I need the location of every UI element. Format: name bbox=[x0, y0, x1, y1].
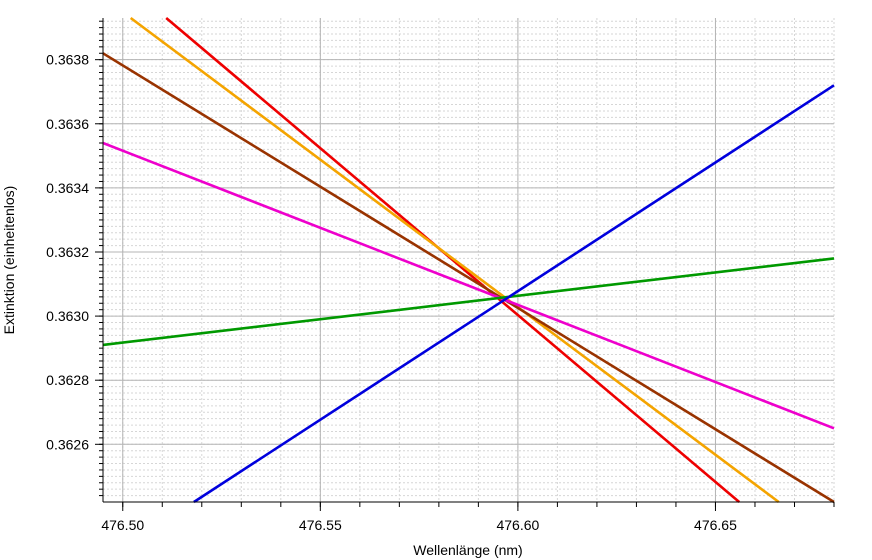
y-tick-labels: 0.3626 0.3628 0.3630 0.3632 0.3634 0.3636 0.36… bbox=[46, 52, 89, 453]
y-tick-label: 0.3632 bbox=[46, 244, 89, 260]
series-line-3 bbox=[102, 52, 835, 504]
y-tick-label: 0.3630 bbox=[46, 308, 89, 324]
y-axis-title: Extinktion (einheitenlos) bbox=[1, 186, 17, 335]
axis-ticks bbox=[95, 20, 835, 511]
y-tick-label: 0.3628 bbox=[46, 372, 89, 388]
x-axis-title: Wellenlänge (nm) bbox=[413, 542, 522, 558]
x-tick-label: 476.50 bbox=[101, 517, 144, 533]
y-tick-label: 0.3634 bbox=[46, 180, 89, 196]
plot-background bbox=[103, 18, 834, 502]
series-line-6 bbox=[193, 84, 835, 504]
y-tick-label: 0.3626 bbox=[46, 436, 89, 452]
y-tick-label: 0.3636 bbox=[46, 116, 89, 132]
series-line-5 bbox=[102, 257, 835, 347]
series-line-2 bbox=[129, 16, 780, 504]
x-tick-label: 476.65 bbox=[694, 517, 737, 533]
y-tick-label: 0.3638 bbox=[46, 52, 89, 68]
x-tick-label: 476.60 bbox=[496, 517, 539, 533]
x-tick-label: 476.55 bbox=[299, 517, 342, 533]
series-layer bbox=[102, 16, 835, 504]
x-tick-labels: 476.50 476.55 476.60 476.65 bbox=[101, 517, 737, 533]
series-line-4 bbox=[102, 141, 835, 430]
